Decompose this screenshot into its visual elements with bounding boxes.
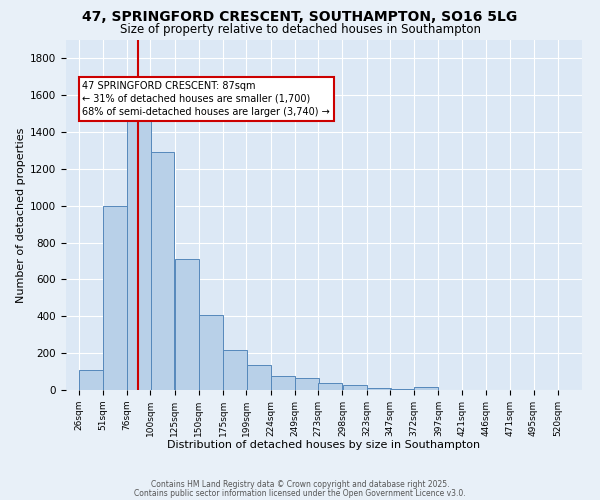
- Bar: [199, 316, 223, 390]
- Text: Contains public sector information licensed under the Open Government Licence v3: Contains public sector information licen…: [134, 488, 466, 498]
- Bar: [79, 370, 103, 390]
- Bar: [247, 365, 271, 390]
- Bar: [151, 152, 175, 390]
- Bar: [390, 388, 414, 390]
- Bar: [319, 383, 342, 390]
- Bar: [127, 114, 151, 390]
- Y-axis label: Number of detached properties: Number of detached properties: [16, 128, 26, 302]
- X-axis label: Distribution of detached houses by size in Southampton: Distribution of detached houses by size …: [167, 440, 481, 450]
- Bar: [415, 386, 439, 390]
- Text: Size of property relative to detached houses in Southampton: Size of property relative to detached ho…: [119, 22, 481, 36]
- Text: 47, SPRINGFORD CRESCENT, SOUTHAMPTON, SO16 5LG: 47, SPRINGFORD CRESCENT, SOUTHAMPTON, SO…: [82, 10, 518, 24]
- Bar: [367, 388, 391, 390]
- Bar: [223, 350, 247, 390]
- Bar: [295, 378, 319, 390]
- Bar: [175, 259, 199, 390]
- Text: 47 SPRINGFORD CRESCENT: 87sqm
← 31% of detached houses are smaller (1,700)
68% o: 47 SPRINGFORD CRESCENT: 87sqm ← 31% of d…: [82, 80, 330, 117]
- Bar: [271, 376, 295, 390]
- Bar: [343, 385, 367, 390]
- Text: Contains HM Land Registry data © Crown copyright and database right 2025.: Contains HM Land Registry data © Crown c…: [151, 480, 449, 489]
- Bar: [103, 206, 127, 390]
